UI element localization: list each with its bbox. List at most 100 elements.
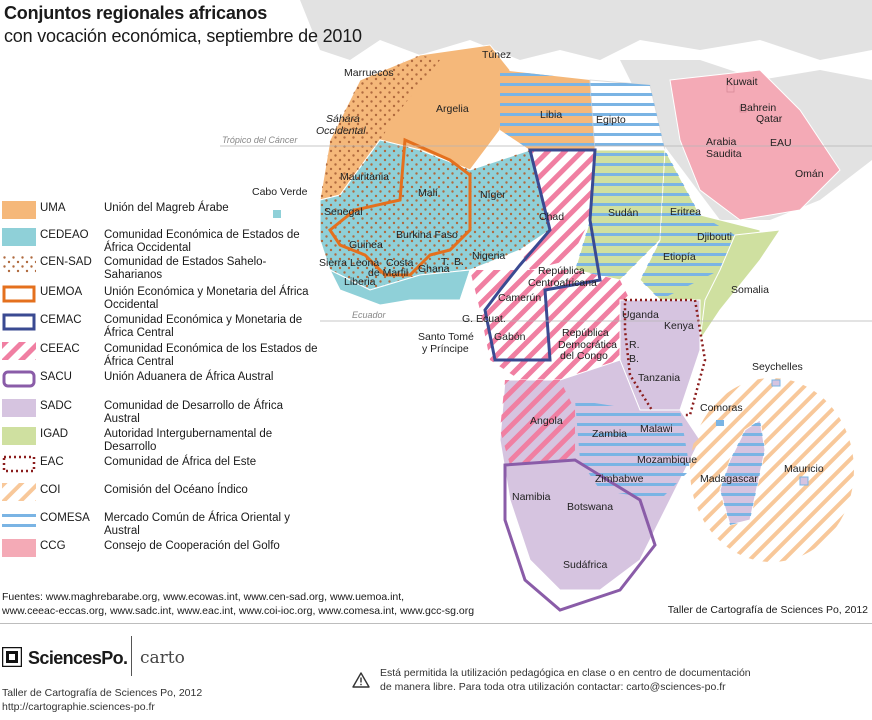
legend-item-coi: COI Comisión del Océano Índico [2,480,322,508]
region-maghreb-dots [320,55,440,200]
legend-name: Comunidad Económica de los Estados de Áf… [104,343,318,368]
label-mauricio: Mauricio [784,463,824,475]
label-ghana: Ghana [418,263,450,275]
label-madagascar: Madagascar [700,473,758,485]
label-senegal: Senegal [324,206,363,218]
label-rdc-1: República [562,327,609,339]
label-sierra-1: Sierra [319,257,347,269]
label-tanzania: Tanzania [638,372,680,384]
legend-code: CEEAC [40,343,80,355]
logo-text: SciencesPo. [28,648,128,668]
legend-item-sadc: SADC Comunidad de Desarrollo de África A… [2,396,322,425]
label-niger: Níger [480,189,506,201]
label-uganda: Uganda [622,309,659,321]
legend-code: IGAD [40,428,69,440]
region-libya-stripes [500,70,595,150]
label-bahrein: Bahrein [740,102,776,114]
comoras-mark [716,420,724,426]
label-liberia: Liberia [344,276,376,288]
notice-text: Está permitida la utilización pedagógica… [380,666,751,694]
label-mauritania: Mauritania [340,171,389,183]
region-sahel-dots [320,140,550,290]
label-marruecos: Marruecos [344,67,394,79]
label-mozambique: Mozambique [637,454,697,466]
legend-code: CCG [40,540,66,552]
region-comesa-stripes [575,400,690,500]
seychelles-mark [771,379,781,387]
label-togo: T. [441,256,449,268]
arabian-peninsula [669,69,841,221]
label-sudan: Sudán [608,207,639,219]
uemoa-outline [327,137,472,277]
region-central-diag [470,270,630,380]
legend-item-ccg: CCG Consejo de Cooperación del Golfo [2,536,322,564]
legend-item-igad: IGAD Autoridad Intergubernamental de Des… [2,424,322,453]
label-malawi: Malawi [640,423,673,435]
swatch-coi [2,483,36,501]
bahrein-mark [739,105,747,113]
legend-name: Comunidad de Desarrollo de África Austra… [104,400,283,425]
map-subtitle: con vocación económica, septiembre de 20… [4,26,362,46]
label-libia: Libia [540,109,562,121]
region-horn-stripes [640,150,735,300]
legend-name: Unión Económica y Monetaria del África O… [104,286,309,311]
label-rdc-3: del Congo [560,350,608,362]
legend-name: Comunidad Económica y Monetaria de Áfric… [104,314,303,339]
legend-item-eac: EAC Comunidad de África del Este [2,452,322,480]
madagascar-stripes [720,420,765,525]
legend-item-censad: CEN-SAD Comunidad de Estados Sahelo-Saha… [2,252,322,281]
legend-name: Unión Aduanera de África Austral [104,371,274,383]
label-etiopia: Etiopía [663,251,696,263]
legend-item-comesa: COMESA Mercado Común de África Oriental … [2,508,322,537]
legend-name: Mercado Común de África Oriental y Austr… [104,512,290,537]
europe-landmass [300,0,872,60]
label-kenya: Kenya [664,320,694,332]
region-somalia [699,229,782,341]
label-kuwait: Kuwait [726,76,758,88]
label-sierra-2: Leona [350,257,379,269]
label-costa-2: de Marfil [368,267,408,279]
label-sahara-2: Occidental [316,125,366,137]
legend-code: UEMOA [40,286,83,298]
legend-item-uma: UMA Unión del Magreb Árabe [2,198,322,226]
label-rdc-2: Democrática [558,339,617,351]
legend-code: CEDEAO [40,229,89,241]
legend-item-sacu: SACU Unión Aduanera de África Austral [2,367,322,395]
label-comoras: Comoras [700,402,743,414]
label-namibia: Namibia [512,491,551,503]
label-tunez: Túnez [482,49,511,61]
swatch-censad [2,255,36,273]
label-rwanda: R. [629,339,640,351]
label-costa-1: Costa [386,257,414,269]
label-zimbabwe: Zimbabwe [595,473,644,485]
swatch-uemoa [2,285,36,303]
legend-code: SADC [40,400,72,412]
legend-item-ceeac: CEEAC Comunidad Económica de los Estados… [2,339,322,368]
label-stp-1: Santo Tomé [418,331,474,343]
label-guinea: Guinea [349,239,383,251]
map-title: Conjuntos regionales africanos [4,3,268,23]
label-burkina: Burkina Faso [396,229,458,241]
tropic-label: Trópico del Cáncer [222,135,298,145]
label-sudafrica: Sudáfrica [563,559,608,571]
label-chad: Chad [539,211,564,223]
label-sahara-1: Sáhara [326,113,360,125]
swatch-uma [2,201,36,219]
label-mali: Malí [418,187,438,199]
label-djibouti: Djibouti [697,231,732,243]
legend-name: Comisión del Océano Índico [104,484,248,496]
swatch-ccg [2,539,36,557]
label-eau: EAU [770,137,792,149]
label-egipto: Egipto [596,114,626,126]
sources-line-2: www.ceeac-eccas.org, www.sadc.int, www.e… [2,605,475,617]
swatch-sacu [2,370,36,388]
cemac-outline [483,148,602,362]
label-nigeria: Nigeria [472,250,505,262]
footer-line-1: Taller de Cartografía de Sciences Po, 20… [2,687,203,699]
label-gecuat: G. Ecuat. [462,313,506,325]
legend-code: COMESA [40,512,90,524]
label-argelia: Argelia [436,103,469,115]
footer-url[interactable]: http://cartographie.sciences-po.fr [2,701,155,713]
legend-name: Autoridad Intergubernamental de Desarrol… [104,428,273,453]
